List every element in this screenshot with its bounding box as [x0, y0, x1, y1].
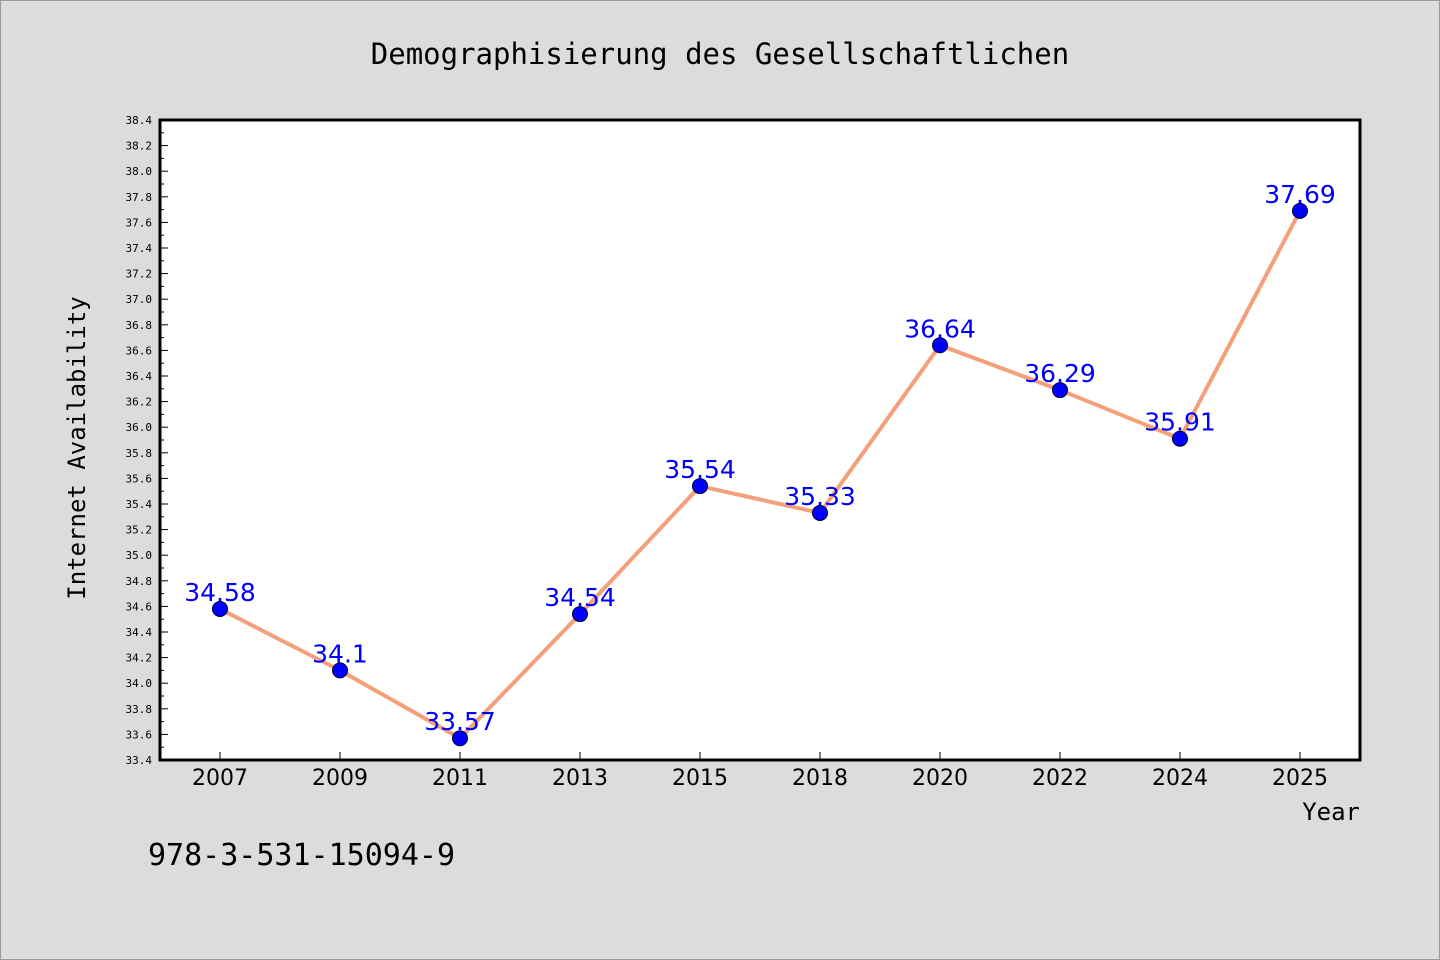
x-tick-label: 2015	[672, 766, 728, 791]
data-label: 35.91	[1144, 408, 1216, 437]
y-tick-label: 33.4	[126, 754, 153, 767]
y-tick-label: 38.0	[126, 165, 153, 178]
y-tick-label: 37.6	[126, 216, 153, 229]
x-tick-label: 2025	[1272, 766, 1328, 791]
x-tick-label: 2007	[192, 766, 248, 791]
y-tick-label: 34.6	[126, 600, 153, 613]
y-tick-label: 33.8	[126, 703, 153, 716]
series-line	[218, 208, 1302, 741]
data-label: 33.57	[424, 707, 496, 736]
y-tick-label: 33.6	[126, 728, 153, 741]
x-tick-label: 2013	[552, 766, 608, 791]
y-tick-label: 35.0	[126, 549, 153, 562]
y-axis: 33.4 33.6 33.8 34.0 34.2 34.4 34.6 34.8 35.0 35.2…	[126, 114, 168, 767]
y-tick-label: 34.4	[126, 626, 153, 639]
y-tick-label: 36.8	[126, 319, 153, 332]
plot-area	[160, 120, 1360, 760]
y-tick-label: 37.4	[126, 242, 153, 255]
data-point	[1052, 382, 1068, 399]
data-point	[332, 662, 348, 679]
x-tick-label: 2020	[912, 766, 968, 791]
y-tick-label: 36.0	[126, 421, 153, 434]
data-point	[1172, 430, 1188, 447]
data-point	[572, 606, 588, 623]
data-label: 34.54	[544, 583, 616, 612]
x-axis-label: Year	[1302, 798, 1360, 826]
data-label: 35.33	[784, 482, 856, 511]
data-point	[212, 600, 228, 617]
data-point	[1292, 202, 1308, 219]
y-tick-label: 35.4	[126, 498, 153, 511]
y-tick-label: 36.2	[126, 396, 153, 409]
x-tick-label: 2011	[432, 766, 488, 791]
data-label: 37.69	[1264, 180, 1336, 209]
data-label: 36.29	[1024, 359, 1096, 388]
y-tick-label: 35.6	[126, 472, 153, 485]
y-axis-label: Internet Availability	[63, 296, 91, 599]
y-tick-label: 34.8	[126, 575, 153, 588]
data-point	[692, 478, 708, 495]
plot-border	[158, 118, 1362, 762]
data-label: 35.54	[664, 455, 736, 484]
x-tick-label: 2022	[1032, 766, 1088, 791]
data-point	[812, 504, 828, 521]
y-tick-label: 38.4	[126, 114, 153, 127]
y-tick-label: 36.4	[126, 370, 153, 383]
isbn-annotation: 978-3-531-15094-9	[148, 838, 455, 873]
y-tick-label: 35.8	[126, 447, 153, 460]
data-label: 34.58	[184, 578, 256, 607]
y-tick-label: 36.6	[126, 344, 153, 357]
y-tick-label: 37.8	[126, 191, 153, 204]
x-tick-label: 2024	[1152, 766, 1208, 791]
y-tick-label: 35.2	[126, 524, 153, 537]
x-axis: 2007 2009 2011 2013 2015 2018 2020 2022 2024 2025	[192, 752, 1328, 791]
data-point	[932, 337, 948, 354]
y-tick-label: 34.2	[126, 652, 153, 665]
y-tick-label: 37.2	[126, 268, 153, 281]
data-label: 36.64	[904, 314, 976, 343]
y-tick-label: 37.0	[126, 293, 153, 306]
y-tick-label: 34.0	[126, 677, 153, 690]
data-point	[452, 730, 468, 747]
data-label: 34.1	[312, 639, 368, 668]
chart-title: Demographisierung des Gesellschaftlichen	[371, 37, 1069, 71]
series-layer: 34.58 34.1 33.57 34.54 35.54 35.33 36.64 36.29 3…	[184, 180, 1336, 747]
x-tick-label: 2009	[312, 766, 368, 791]
x-tick-label: 2018	[792, 766, 848, 791]
y-tick-label: 38.2	[126, 140, 153, 153]
